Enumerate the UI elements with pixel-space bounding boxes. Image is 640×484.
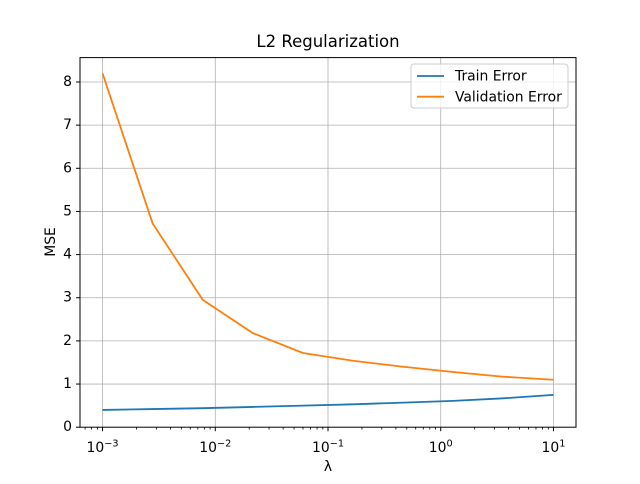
series-line-validation-error (101, 73, 554, 381)
x-axis-label: λ (324, 459, 332, 475)
x-tick-label: 10−1 (312, 439, 344, 457)
legend-box (410, 63, 569, 109)
chart-title: L2 Regularization (256, 32, 399, 51)
y-tick-label: 1 (63, 376, 72, 392)
x-tick-label: 101 (542, 439, 566, 457)
legend-label: Validation Error (455, 89, 562, 105)
grid-layer (80, 57, 576, 428)
series-line-train-error (102, 393, 554, 411)
legend: Train Error Validation Error (410, 63, 569, 109)
legend-label: Train Error (454, 69, 527, 85)
y-tick-label: 7 (63, 117, 72, 133)
axes-layer (76, 57, 577, 432)
y-tick-label: 8 (63, 74, 72, 90)
x-tick-label: 10−3 (87, 439, 119, 457)
y-tick-label: 4 (63, 247, 72, 263)
y-tick-label: 3 (63, 290, 72, 306)
series-layer (101, 73, 554, 411)
y-tick-label: 6 (63, 160, 72, 176)
y-tick-label: 5 (63, 203, 72, 219)
y-axis-label: MSE (43, 227, 59, 257)
y-tick-label: 0 (63, 419, 72, 435)
y-tick-label: 2 (63, 333, 72, 349)
x-tick-label: 10−2 (199, 439, 231, 457)
x-tick-label: 100 (429, 439, 453, 457)
